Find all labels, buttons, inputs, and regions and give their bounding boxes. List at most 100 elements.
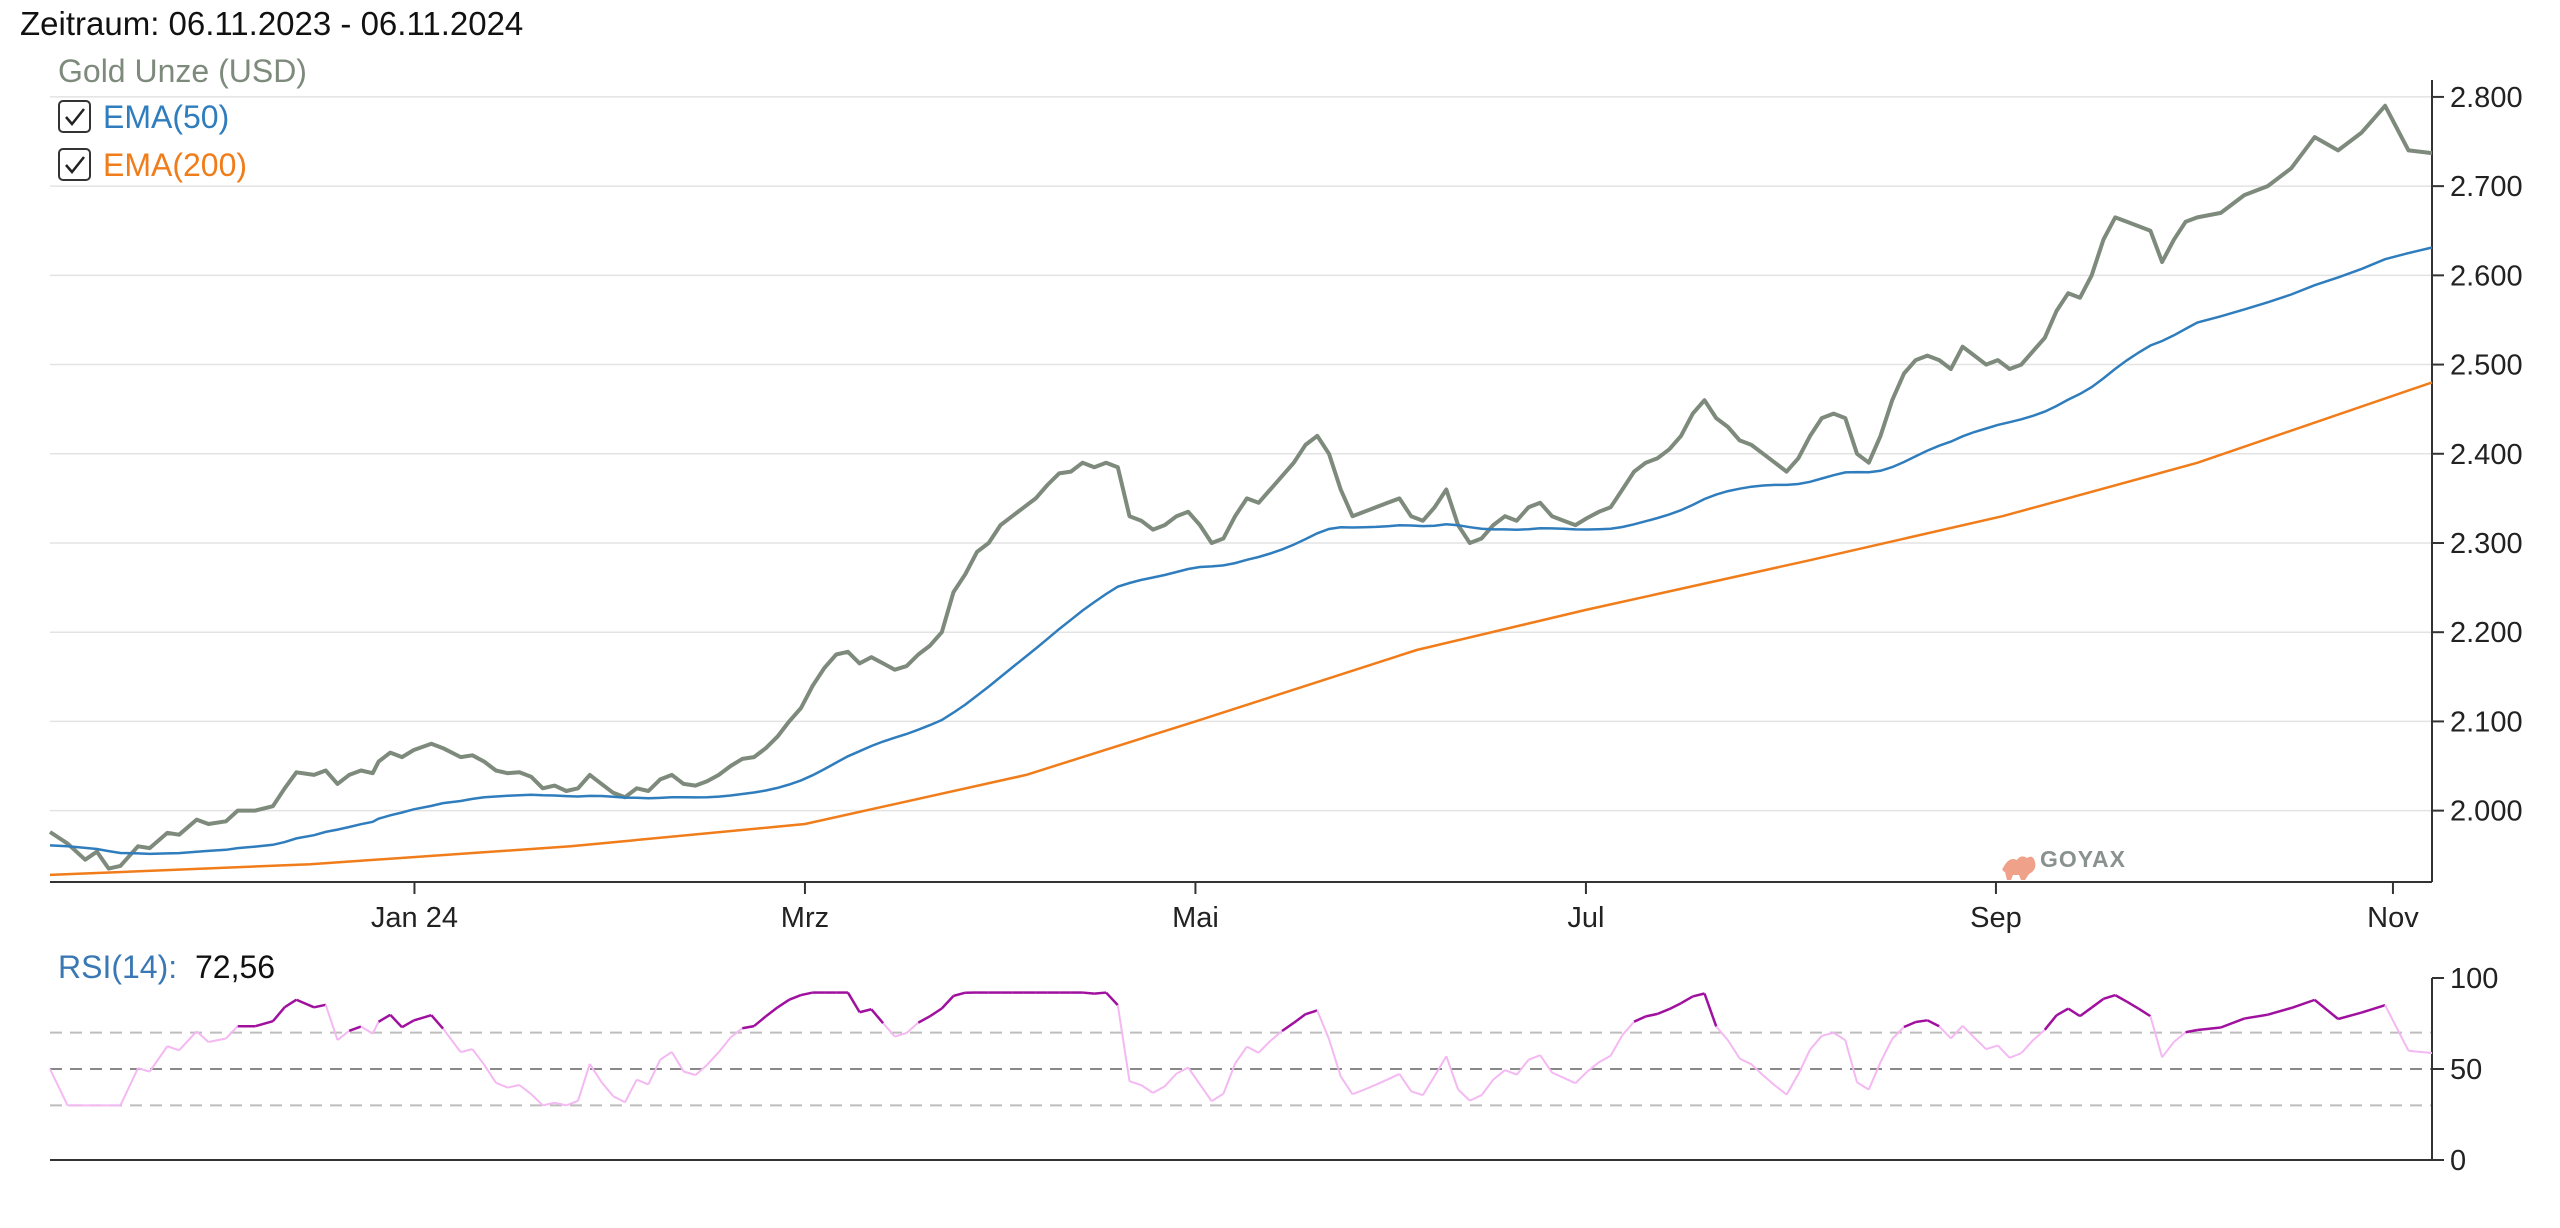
rsi-segment [1621, 1021, 1635, 1036]
rsi-segment [1985, 1044, 1999, 1051]
rsi-segment [647, 1059, 662, 1085]
rsi-segment [2067, 1007, 2081, 1018]
legend-ema200[interactable]: EMA(200) [103, 147, 247, 183]
ema50-line [49, 246, 2433, 856]
rsi-segment [1539, 1054, 1553, 1074]
rsi-segment [1680, 995, 1694, 1005]
rsi-tick-label: 100 [2450, 963, 2498, 995]
rsi-segment [718, 1036, 732, 1053]
rsi-segment [1563, 1076, 1576, 1085]
rsi-segment [554, 1101, 567, 1107]
rsi-segment [1645, 1012, 1658, 1018]
rsi-segment [588, 1063, 603, 1083]
rsi-segment [518, 1084, 532, 1095]
rsi-segment [882, 1022, 896, 1038]
rsi-segment [776, 998, 790, 1009]
rsi-segment [2043, 1014, 2058, 1031]
rsi-segment [2090, 997, 2105, 1009]
rsi-segment [2103, 993, 2116, 1001]
rsi-segment [929, 1007, 943, 1018]
rsi-segment [196, 1030, 210, 1043]
ema200-checkbox[interactable] [58, 148, 91, 181]
rsi-segment [2185, 1028, 2198, 1034]
rsi-segment [1387, 1073, 1400, 1081]
rsi-segment [1187, 1066, 1201, 1086]
rsi-segment [1152, 1085, 1166, 1094]
rsi-segment [1844, 1039, 1858, 1083]
rsi-segment [208, 1037, 227, 1043]
rsi-segment [148, 1045, 169, 1073]
rsi-segment [2137, 1007, 2152, 1018]
rsi-segment [1363, 1083, 1377, 1091]
rsi-segment [753, 1015, 767, 1028]
y-tick-label: 2.200 [2450, 617, 2523, 649]
rsi-segment [2173, 1031, 2187, 1043]
rsi-segment [137, 1067, 151, 1073]
rsi-tick-label: 50 [2450, 1054, 2482, 1086]
rsi-segment [1598, 1054, 1612, 1064]
rsi-segment [1433, 1055, 1448, 1077]
rsi-segment [1926, 1019, 1940, 1028]
price-grid [50, 96, 2432, 812]
rsi-segment [788, 993, 802, 1001]
x-tick-label: Sep [1970, 902, 2022, 934]
rsi-segment [2079, 1006, 2093, 1018]
x-tick-label: Jul [1567, 902, 1604, 934]
y-tick-label: 2.700 [2450, 171, 2523, 203]
rsi-segment [1281, 1021, 1295, 1033]
rsi-segment [1398, 1073, 1412, 1092]
rsi-tick-label: 0 [2450, 1145, 2466, 1177]
rsi-segment [953, 991, 966, 998]
rsi-segment [1657, 1007, 1670, 1016]
rsi-segment [1234, 1046, 1248, 1065]
rsi-segment [360, 1025, 374, 1035]
rsi-segment [1116, 1004, 1131, 1082]
rsi-segment [1129, 1080, 1142, 1087]
rsi-segment [1082, 991, 1095, 995]
rsi-segment [49, 1068, 69, 1106]
legend-ema50[interactable]: EMA(50) [103, 99, 229, 135]
rsi-segment [905, 1021, 919, 1034]
rsi-label: RSI(14): [58, 949, 177, 985]
rsi-segment [1457, 1088, 1471, 1102]
rsi-segment [2244, 1013, 2268, 1020]
gold-price-line [48, 103, 2433, 871]
rsi-segment [2361, 1003, 2386, 1014]
rsi-segment [577, 1063, 591, 1102]
rsi-segment [624, 1079, 638, 1103]
y-tick-label: 2.400 [2450, 439, 2523, 471]
rsi-segment [612, 1095, 626, 1104]
y-tick-label: 2.500 [2450, 350, 2523, 382]
rsi-segment [1422, 1075, 1436, 1096]
y-tick-label: 2.600 [2450, 260, 2523, 292]
rsi-segment [1891, 1026, 1905, 1040]
ema200-line [49, 381, 2433, 877]
rsi-segment [1480, 1078, 1495, 1096]
rsi-segment [1586, 1061, 1600, 1073]
rsi-segment [1246, 1045, 1260, 1054]
rsi-segment [507, 1084, 520, 1089]
rsi-segment [2055, 1007, 2069, 1017]
rsi-segment [2032, 1029, 2046, 1041]
rsi-segment [1668, 1002, 1682, 1011]
rsi-segment [1867, 1061, 1882, 1091]
rsi-segment [167, 1045, 180, 1052]
rsi-segment [1997, 1044, 2011, 1059]
rsi-segment [389, 1013, 403, 1029]
rsi-segment [1257, 1040, 1272, 1054]
rsi-segment [1856, 1081, 1870, 1091]
rsi-segment [1727, 1039, 1741, 1060]
rsi-segment [2290, 998, 2316, 1010]
rsi-segment [1504, 1069, 1518, 1076]
rsi-segment [800, 991, 813, 997]
rsi-segment [413, 1014, 432, 1022]
rsi-segment [225, 1025, 239, 1040]
rsi-segment [1903, 1020, 1917, 1029]
rsi-segment [1774, 1084, 1788, 1096]
rsi-segment [377, 1013, 391, 1023]
rsi-segment [1528, 1054, 1541, 1061]
rsi-segment [1551, 1071, 1565, 1079]
rsi-segment [460, 1048, 473, 1054]
ema50-checkbox[interactable] [58, 100, 91, 133]
rsi-segment [178, 1030, 198, 1052]
